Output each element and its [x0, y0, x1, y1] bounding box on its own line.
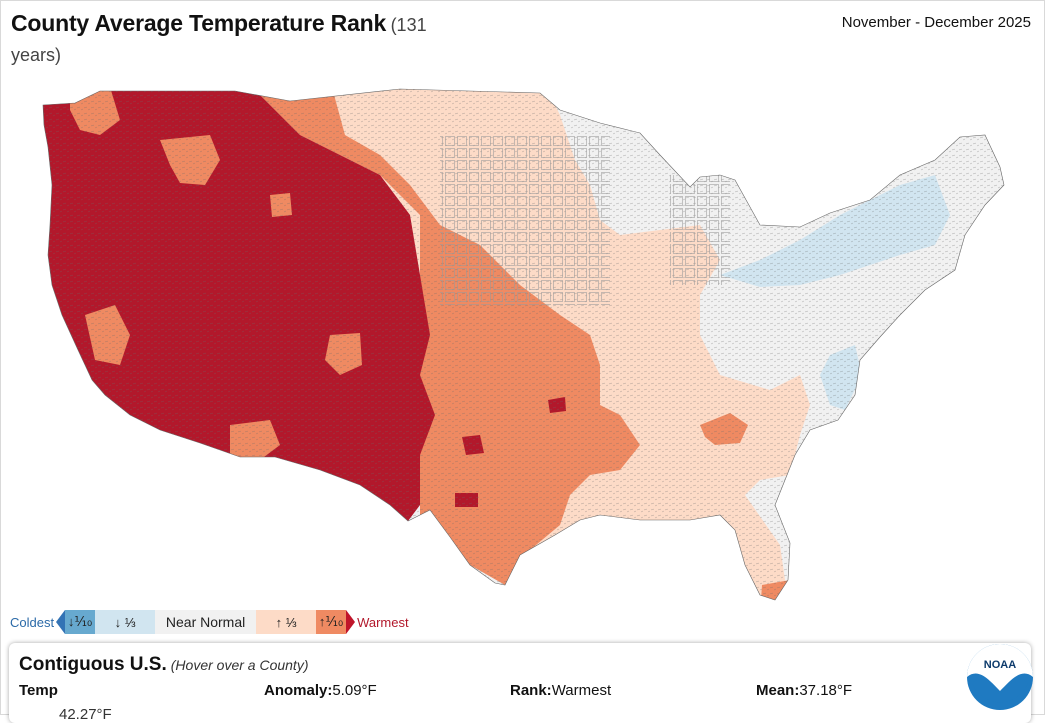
- legend-above-label: ↑ ⅓: [275, 614, 297, 630]
- info-rank-value: Warmest: [551, 682, 612, 699]
- info-anomaly-label: Anomaly:: [264, 682, 333, 699]
- info-hover-hint: (Hover over a County): [170, 657, 309, 673]
- info-mean: Mean:37.18°F: [756, 682, 852, 699]
- us-county-map[interactable]: [0, 75, 1045, 615]
- county-fill-layer: [43, 89, 1004, 600]
- us-outline: [42, 88, 1005, 601]
- michigan-county-grid: [670, 175, 730, 285]
- legend-much-below[interactable]: ↓⅒: [65, 610, 96, 634]
- legend-much-above-label: ↑⅒: [318, 614, 344, 629]
- legend-near-normal[interactable]: Near Normal: [155, 610, 257, 634]
- legend-much-above[interactable]: ↑⅒: [316, 610, 347, 634]
- page-title: County Average Temperature Rank: [11, 10, 387, 36]
- info-mean-value: 37.18°F: [799, 682, 853, 699]
- page-subtitle: (131 years): [11, 15, 427, 65]
- legend-below-label: ↓ ⅓: [114, 614, 136, 630]
- info-rank-label: Rank:: [510, 682, 552, 699]
- info-anomaly-value: 5.09°F: [332, 682, 377, 699]
- info-param-label: Temp: [19, 682, 58, 699]
- info-rank: Rank:Warmest: [510, 682, 611, 699]
- legend-much-below-label: ↓⅒: [67, 614, 93, 629]
- info-mean-label: Mean:: [756, 682, 800, 699]
- legend-warm-arrow-icon: [346, 610, 356, 634]
- title-block: County Average Temperature Rank (131 yea…: [11, 9, 481, 71]
- legend-coldest-label: Coldest: [10, 614, 55, 630]
- date-range: November - December 2025: [841, 14, 1031, 31]
- noaa-logo[interactable]: NOAA: [966, 643, 1034, 711]
- legend-below[interactable]: ↓ ⅓: [95, 610, 156, 634]
- northern-plains-county-grid: [440, 135, 610, 305]
- info-region-title: Contiguous U.S. (Hover over a County): [19, 654, 308, 676]
- legend: Coldest ↓⅒ ↓ ⅓ Near Normal ↑ ⅓ ↑⅒ Warmes…: [10, 610, 409, 634]
- info-region-name: Contiguous U.S.: [19, 654, 167, 675]
- info-panel: Contiguous U.S. (Hover over a County) Tem…: [9, 643, 1031, 723]
- legend-cold-arrow-icon: [56, 610, 66, 634]
- legend-warmest-label: Warmest: [357, 614, 409, 630]
- legend-near-normal-label: Near Normal: [165, 614, 246, 630]
- info-anomaly: Anomaly:5.09°F: [264, 682, 377, 699]
- noaa-logo-text: NOAA: [984, 659, 1016, 671]
- legend-above[interactable]: ↑ ⅓: [256, 610, 317, 634]
